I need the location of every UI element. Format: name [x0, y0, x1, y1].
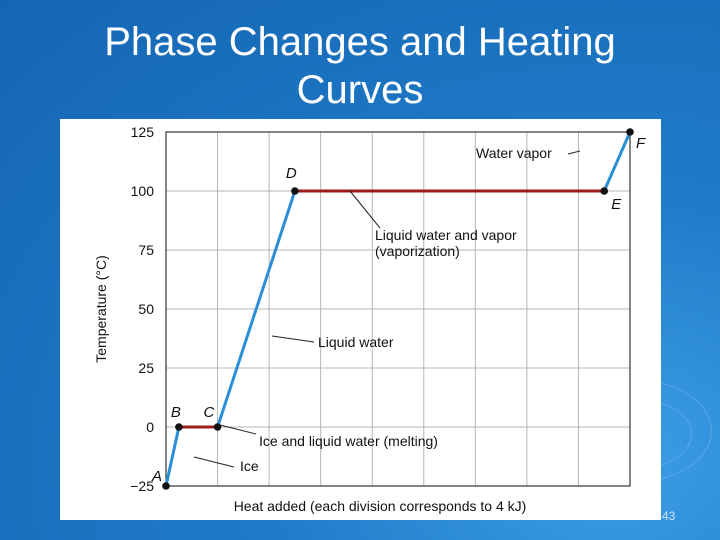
- heating-segment: [216, 190, 297, 428]
- y-tick-label: 100: [131, 183, 155, 199]
- y-axis-label: Temperature (°C): [93, 255, 109, 363]
- heating-segment: [602, 131, 632, 192]
- y-tick-label: 25: [138, 360, 154, 376]
- heating-curve-chart: 125 100 75 50 25 0 −25 Heat added (each divisio…: [93, 124, 646, 514]
- annotation-leader-line: [271, 335, 315, 343]
- x-axis-label: Heat added (each division corresponds to…: [234, 498, 527, 514]
- data-point: [626, 128, 634, 136]
- annotation-leader-line: [219, 424, 257, 435]
- data-point: [291, 187, 299, 195]
- slide-title-line-1: Phase Changes and Heating: [104, 20, 616, 64]
- point-label: D: [286, 165, 297, 182]
- annotation-leader-line: [193, 456, 235, 468]
- point-label: F: [636, 135, 646, 152]
- point-label: C: [204, 404, 215, 421]
- annotation-leader-line: [567, 150, 581, 155]
- annotation-leader-line: [349, 190, 381, 229]
- slide-title-line-2: Curves: [296, 68, 424, 112]
- plot-frame: [165, 131, 631, 487]
- y-tick-label: −25: [130, 478, 154, 494]
- slide-number: 43: [662, 509, 676, 523]
- heating-segment: [164, 426, 181, 487]
- annotation-label: Ice: [240, 458, 259, 474]
- y-tick-label: 125: [131, 124, 155, 140]
- point-label: B: [171, 404, 181, 421]
- data-point: [213, 423, 222, 431]
- data-point: [175, 423, 183, 431]
- chart-panel: 125 100 75 50 25 0 −25 Heat added (each divisio…: [60, 119, 661, 520]
- annotation-label: Liquid water and vapor: [375, 227, 517, 243]
- annotation-label: Ice and liquid water (melting): [259, 433, 438, 449]
- slide-title: Phase Changes and Heating Curves: [0, 18, 720, 114]
- annotation-label: (vaporization): [375, 243, 460, 259]
- annotation-label: Water vapor: [476, 145, 552, 161]
- y-tick-label: 0: [146, 419, 154, 435]
- annotation-label: Liquid water: [318, 334, 394, 350]
- point-label: E: [611, 196, 622, 213]
- point-label: A: [151, 468, 162, 485]
- y-tick-label: 50: [138, 301, 154, 317]
- data-point: [600, 187, 609, 195]
- y-tick-label: 75: [138, 242, 154, 258]
- data-point: [162, 482, 170, 490]
